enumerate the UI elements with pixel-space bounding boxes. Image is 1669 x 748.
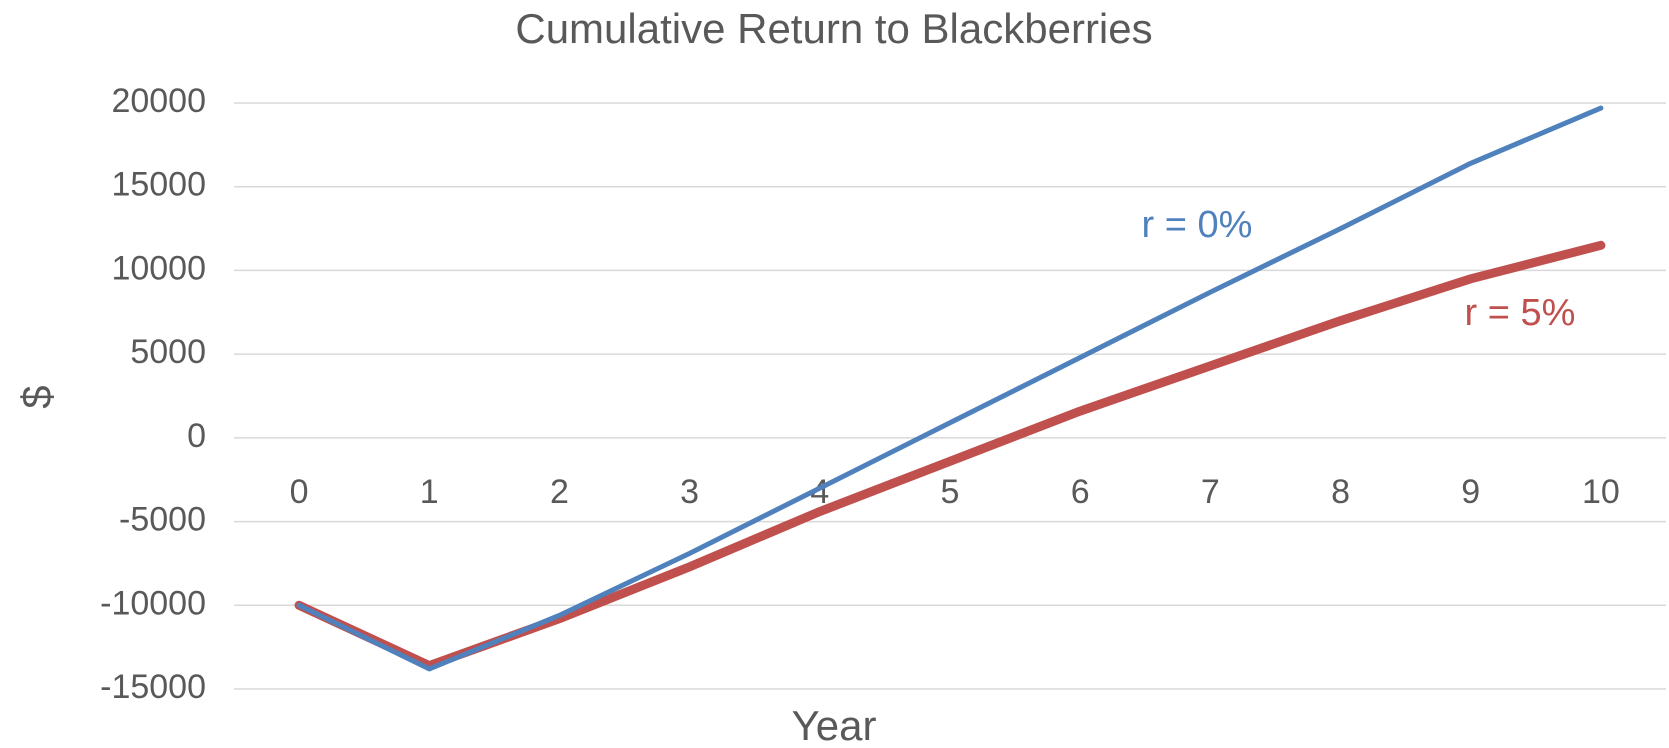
x-tick-label: 5 (941, 473, 960, 511)
x-tick-label: 8 (1331, 473, 1350, 511)
x-axis-label: Year (792, 702, 877, 748)
series-line (296, 105, 1604, 672)
series-label: r = 0% (1142, 204, 1253, 246)
y-axis-label: $ (13, 385, 60, 408)
y-tick-label: 20000 (111, 82, 206, 120)
series-label: r = 5% (1465, 292, 1576, 334)
x-tick-label: 3 (680, 473, 699, 511)
x-tick-label: 2 (550, 473, 569, 511)
x-tick-label: 10 (1582, 473, 1620, 511)
series-line (294, 240, 1606, 671)
x-tick-label: 9 (1461, 473, 1480, 511)
y-tick-label: 10000 (111, 249, 206, 287)
x-tick-label: 6 (1071, 473, 1090, 511)
x-tick-label: 1 (420, 473, 439, 511)
y-tick-label: 0 (187, 417, 206, 455)
y-tick-label: 5000 (130, 333, 206, 371)
x-tick-label: 0 (290, 473, 309, 511)
x-tick-label: 7 (1201, 473, 1220, 511)
y-tick-label: -15000 (100, 668, 206, 706)
x-tick-label: 4 (810, 473, 829, 511)
y-tick-label: 15000 (111, 166, 206, 204)
y-tick-label: -5000 (119, 501, 206, 539)
chart-title: Cumulative Return to Blackberries (515, 5, 1152, 52)
y-tick-label: -10000 (100, 584, 206, 622)
